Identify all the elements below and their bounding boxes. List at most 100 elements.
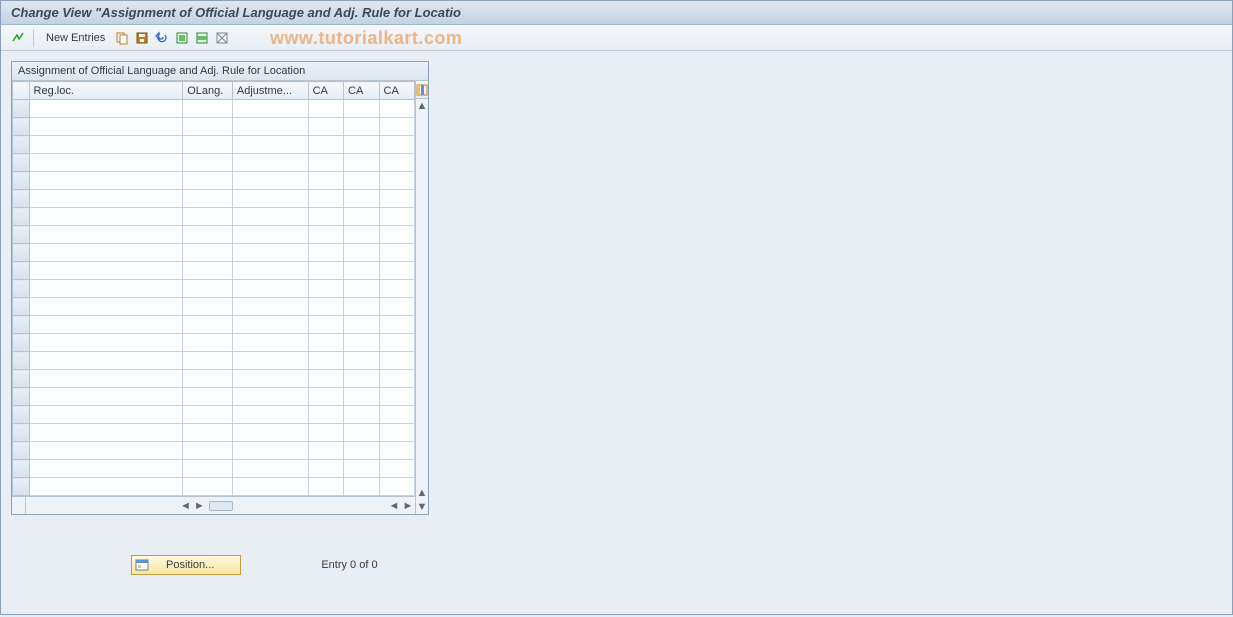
hscroll-thumb[interactable]: [209, 501, 233, 511]
cell[interactable]: [379, 316, 415, 334]
cell[interactable]: [29, 334, 183, 352]
position-button[interactable]: Position...: [131, 555, 241, 575]
table-row[interactable]: [13, 208, 415, 226]
cell[interactable]: [344, 244, 379, 262]
cell[interactable]: [379, 118, 415, 136]
table-row[interactable]: [13, 100, 415, 118]
cell[interactable]: [183, 316, 233, 334]
row-selector[interactable]: [13, 118, 30, 136]
col-adjustment[interactable]: Adjustme...: [232, 82, 308, 100]
cell[interactable]: [344, 388, 379, 406]
row-selector[interactable]: [13, 100, 30, 118]
cell[interactable]: [232, 190, 308, 208]
cell[interactable]: [308, 100, 343, 118]
table-row[interactable]: [13, 136, 415, 154]
cell[interactable]: [344, 208, 379, 226]
scroll-left-icon[interactable]: ◄: [179, 497, 193, 514]
cell[interactable]: [232, 352, 308, 370]
col-ca2[interactable]: CA: [344, 82, 379, 100]
cell[interactable]: [379, 208, 415, 226]
row-selector[interactable]: [13, 226, 30, 244]
table-row[interactable]: [13, 298, 415, 316]
cell[interactable]: [183, 478, 233, 496]
cell[interactable]: [232, 316, 308, 334]
cell[interactable]: [232, 298, 308, 316]
table-row[interactable]: [13, 460, 415, 478]
table-row[interactable]: [13, 334, 415, 352]
cell[interactable]: [308, 388, 343, 406]
cell[interactable]: [308, 352, 343, 370]
scroll-up-icon[interactable]: ▲: [416, 99, 428, 113]
col-ca3[interactable]: CA: [379, 82, 415, 100]
scroll-left-end-icon[interactable]: ◄: [387, 497, 401, 514]
cell[interactable]: [379, 136, 415, 154]
cell[interactable]: [29, 118, 183, 136]
cell[interactable]: [344, 334, 379, 352]
cell[interactable]: [232, 154, 308, 172]
cell[interactable]: [379, 226, 415, 244]
cell[interactable]: [308, 370, 343, 388]
cell[interactable]: [344, 118, 379, 136]
select-all-icon[interactable]: [173, 29, 191, 47]
table-row[interactable]: [13, 442, 415, 460]
table-row[interactable]: [13, 406, 415, 424]
cell[interactable]: [232, 388, 308, 406]
cell[interactable]: [344, 154, 379, 172]
cell[interactable]: [183, 118, 233, 136]
cell[interactable]: [344, 460, 379, 478]
row-selector[interactable]: [13, 316, 30, 334]
row-selector[interactable]: [13, 370, 30, 388]
table-row[interactable]: [13, 118, 415, 136]
row-selector[interactable]: [13, 406, 30, 424]
cell[interactable]: [379, 406, 415, 424]
cell[interactable]: [29, 442, 183, 460]
cell[interactable]: [379, 424, 415, 442]
cell[interactable]: [183, 352, 233, 370]
cell[interactable]: [183, 208, 233, 226]
cell[interactable]: [232, 100, 308, 118]
cell[interactable]: [29, 208, 183, 226]
cell[interactable]: [308, 154, 343, 172]
cell[interactable]: [232, 334, 308, 352]
save-icon[interactable]: [133, 29, 151, 47]
cell[interactable]: [29, 388, 183, 406]
cell[interactable]: [232, 208, 308, 226]
cell[interactable]: [344, 262, 379, 280]
table-row[interactable]: [13, 478, 415, 496]
cell[interactable]: [344, 136, 379, 154]
row-selector[interactable]: [13, 352, 30, 370]
table-row[interactable]: [13, 244, 415, 262]
table-row[interactable]: [13, 352, 415, 370]
cell[interactable]: [308, 118, 343, 136]
cell[interactable]: [232, 136, 308, 154]
col-olang[interactable]: OLang.: [183, 82, 233, 100]
row-selector[interactable]: [13, 172, 30, 190]
cell[interactable]: [29, 172, 183, 190]
scroll-down-icon[interactable]: ▼: [416, 500, 428, 514]
vertical-scrollbar[interactable]: ▲ ▲ ▼: [415, 81, 428, 514]
cell[interactable]: [29, 262, 183, 280]
toggle-icon[interactable]: [9, 29, 27, 47]
cell[interactable]: [183, 370, 233, 388]
scroll-right-end-icon[interactable]: ►: [401, 497, 415, 514]
new-entries-button[interactable]: New Entries: [40, 32, 111, 44]
cell[interactable]: [232, 370, 308, 388]
row-selector[interactable]: [13, 460, 30, 478]
cell[interactable]: [183, 280, 233, 298]
cell[interactable]: [29, 460, 183, 478]
cell[interactable]: [29, 478, 183, 496]
cell[interactable]: [308, 280, 343, 298]
cell[interactable]: [379, 352, 415, 370]
row-selector[interactable]: [13, 478, 30, 496]
table-row[interactable]: [13, 262, 415, 280]
row-selector[interactable]: [13, 262, 30, 280]
row-selector[interactable]: [13, 298, 30, 316]
table-row[interactable]: [13, 370, 415, 388]
cell[interactable]: [232, 478, 308, 496]
row-selector[interactable]: [13, 244, 30, 262]
config-columns-icon[interactable]: [416, 81, 428, 99]
undo-icon[interactable]: [153, 29, 171, 47]
cell[interactable]: [379, 334, 415, 352]
cell[interactable]: [29, 370, 183, 388]
cell[interactable]: [308, 406, 343, 424]
